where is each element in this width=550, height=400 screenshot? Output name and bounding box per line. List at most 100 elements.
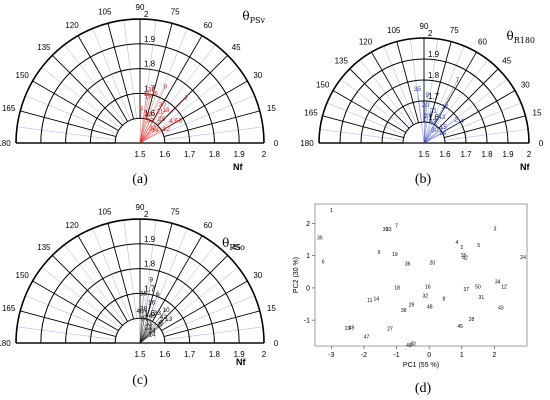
pca-point-label: 20 <box>430 261 436 267</box>
radial-tick-label: 1.6 <box>144 109 156 118</box>
data-point-label: 8 <box>139 105 143 112</box>
pca-point-label: 32 <box>422 294 428 300</box>
plot-frame <box>314 203 528 347</box>
data-ray <box>139 111 160 144</box>
data-point-label: 7 <box>456 77 460 84</box>
data-point-label: 43 <box>438 114 446 121</box>
baseline-tick-label: 1.9 <box>234 350 246 359</box>
data-point-label: 14 <box>152 127 160 134</box>
radial-tick-label: 2 <box>144 10 149 19</box>
radial-tick-label: 1.7 <box>428 92 440 101</box>
x-tick-label: 1 <box>460 352 464 359</box>
spoke-line <box>161 280 248 331</box>
data-point-label: 40 <box>136 308 144 315</box>
data-ray <box>139 97 187 144</box>
angular-tick-label: 90 <box>136 3 145 12</box>
x-tick-label: 0 <box>427 352 431 359</box>
pca-point-label: 27 <box>387 327 393 333</box>
data-ray <box>423 121 433 144</box>
data-point-label: 7 <box>149 324 153 331</box>
angular-tick-label: 45 <box>502 56 511 65</box>
pca-point-label: 6 <box>322 259 325 265</box>
data-point-label: 28 <box>140 305 148 312</box>
data-point-label: 20 <box>422 102 430 109</box>
panel-label-c: (c) <box>132 373 148 388</box>
pca-point-label: 38 <box>401 308 407 314</box>
spoke-line <box>438 68 499 129</box>
baseline-tick-label: 1.7 <box>184 350 196 359</box>
spoke-line <box>157 55 228 126</box>
radial-ring <box>114 117 166 144</box>
baseline-tick-label: 1.5 <box>134 150 146 159</box>
pca-point-label: 4 <box>455 240 458 246</box>
spoke-line <box>322 115 404 138</box>
radial-tick-label: 2 <box>144 210 149 219</box>
spoke-line <box>152 235 203 322</box>
radial-tick-label: 1.7 <box>144 84 156 93</box>
data-ray <box>423 110 434 144</box>
y-axis-label: PC2 (30 %) <box>293 257 300 293</box>
data-point-label: 27 <box>424 113 432 120</box>
angular-tick-label: 120 <box>65 221 79 230</box>
pca-point-label: 35 <box>317 236 323 242</box>
data-point-label: 11 <box>146 320 153 327</box>
pca-point-label: 42 <box>462 255 468 261</box>
data-ray <box>423 106 446 144</box>
pca-point-label: 40 <box>406 343 412 349</box>
angular-tick-label: 135 <box>37 243 51 252</box>
data-ray <box>423 105 426 144</box>
angular-tick-label: 75 <box>171 8 180 17</box>
data-point-label: 33 <box>429 119 437 126</box>
angular-tick-label: 45 <box>232 243 241 252</box>
angular-tick-label: 60 <box>478 38 487 47</box>
spoke-line <box>52 255 123 326</box>
data-point-label: 30 <box>144 111 152 118</box>
data-ray <box>139 330 153 344</box>
angular-tick-label: 120 <box>359 38 373 47</box>
data-point-label: 12 <box>163 126 171 133</box>
chart-title: θR180 <box>506 29 535 45</box>
pca-point-label: 19 <box>392 252 398 258</box>
data-point-label: 9 <box>163 83 167 90</box>
radial-tick-label: 1.9 <box>144 35 156 44</box>
data-ray <box>139 293 159 344</box>
data-point-label: 46 <box>148 313 156 320</box>
y-tick-label: 2 <box>306 221 310 228</box>
data-point-label: 7 <box>185 95 189 102</box>
radial-tick-label: 1.8 <box>144 260 156 269</box>
data-point-label: 33 <box>154 310 162 317</box>
data-ray <box>139 114 148 144</box>
y-tick-label: -1 <box>304 318 310 325</box>
baseline-tick-label: 1.8 <box>209 150 221 159</box>
data-ray <box>139 130 156 144</box>
radial-axis-label: Nf <box>233 162 243 172</box>
x-tick-label: 2 <box>492 352 496 359</box>
polar-chart-a: 18016515013512010590756045301501.51.61.6… <box>0 3 279 172</box>
radial-axis-label: Nf <box>236 357 246 367</box>
radial-tick-label: 1.6 <box>144 309 156 318</box>
data-ray <box>139 89 152 144</box>
angular-tick-label: 150 <box>316 81 330 90</box>
pca-point-label: 8 <box>442 297 445 303</box>
radial-axis-label: Nf <box>520 162 530 172</box>
baseline-tick-label: 1.5 <box>134 350 146 359</box>
data-point-label: 30 <box>431 127 439 134</box>
data-point-label: 6 <box>154 90 158 97</box>
pca-point-label: 50 <box>475 284 481 290</box>
data-point-label: 14 <box>148 331 156 338</box>
pca-point-label: 33 <box>386 227 392 233</box>
angular-tick-label: 30 <box>253 271 262 280</box>
angular-tick-label: 60 <box>204 221 213 230</box>
radial-tick-label: 1.8 <box>144 60 156 69</box>
spoke-line <box>77 35 128 122</box>
data-point-label: 35 <box>148 87 156 94</box>
radial-tick-label: 2 <box>428 29 433 38</box>
data-point-label: 35 <box>414 86 422 93</box>
angular-tick-label: 180 <box>0 339 11 348</box>
angular-tick-label: 105 <box>387 26 401 35</box>
pca-point-label: 11 <box>367 298 372 304</box>
angular-tick-label: 30 <box>521 81 530 90</box>
spoke-line <box>396 41 419 123</box>
